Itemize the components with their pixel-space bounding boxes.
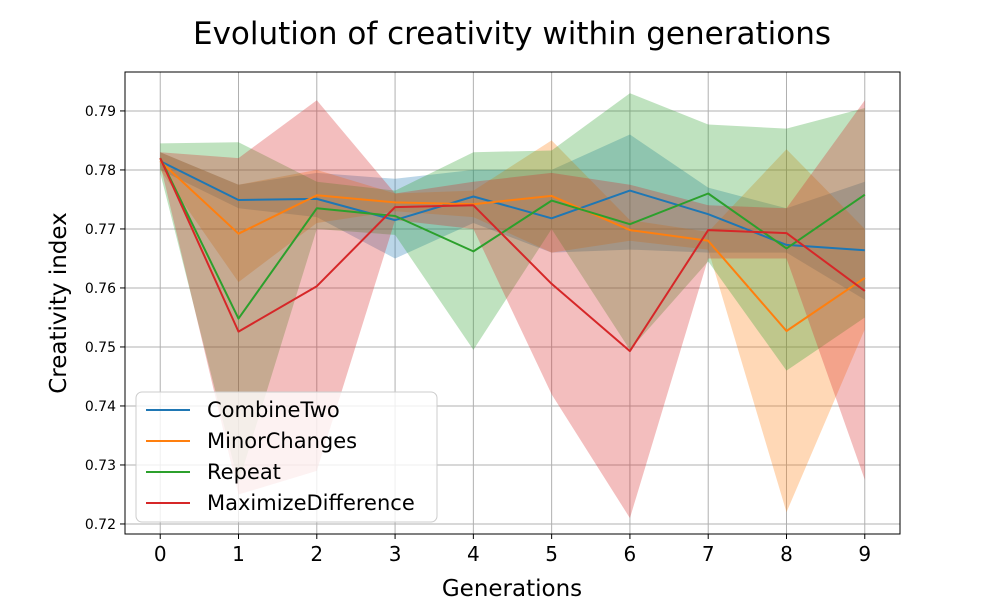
- x-axis-label: Generations: [442, 576, 582, 600]
- legend-label-combine-two: CombineTwo: [207, 398, 340, 422]
- x-tick-label: 9: [858, 542, 871, 566]
- legend-label-minor-changes: MinorChanges: [207, 429, 357, 453]
- x-tick-label: 1: [232, 542, 245, 566]
- legend-box: [135, 391, 438, 523]
- x-tick-label: 0: [154, 542, 167, 566]
- legend-label-maximize-difference: MaximizeDifference: [207, 491, 415, 515]
- band-minor-changes: [160, 140, 865, 513]
- y-tick-label: 0.72: [85, 517, 116, 533]
- plot-area-frame: [124, 71, 901, 535]
- series-line-combine-two: [159, 160, 865, 252]
- y-tick-label: 0.77: [85, 222, 116, 238]
- y-tick-label: 0.79: [85, 104, 116, 120]
- series-line-repeat: [159, 157, 866, 320]
- x-tick-label: 4: [467, 542, 480, 566]
- y-tick-label: 0.76: [85, 281, 116, 297]
- band-combine-two: [160, 134, 865, 300]
- band-repeat: [160, 93, 865, 483]
- x-tick-label: 7: [702, 542, 715, 566]
- series-lines: [159, 157, 866, 353]
- y-tick-label: 0.73: [85, 458, 116, 474]
- x-tick-label: 6: [624, 542, 637, 566]
- x-tick-label: 3: [389, 542, 402, 566]
- x-tick-label: 8: [780, 542, 793, 566]
- series-line-minor-changes: [159, 160, 866, 332]
- legend: CombineTwo MinorChanges Repeat MaximizeDiff…: [135, 391, 438, 523]
- legend-label-repeat: Repeat: [207, 460, 281, 484]
- series-line-maximize-difference: [159, 157, 866, 353]
- y-axis-label: Creativity index: [46, 212, 72, 394]
- chart-title: Evolution of creativity within generatio…: [193, 16, 831, 52]
- axis-ticks: 0 1 2 3 4 5 6 7 8 9 0.72 0.73 0.74 0.75 0.76 0.77 0.78 0.…: [85, 104, 871, 566]
- y-tick-label: 0.74: [85, 399, 116, 415]
- y-tick-label: 0.75: [85, 340, 116, 356]
- x-tick-label: 5: [545, 542, 558, 566]
- y-tick-label: 0.78: [85, 163, 116, 179]
- x-tick-label: 2: [310, 542, 323, 566]
